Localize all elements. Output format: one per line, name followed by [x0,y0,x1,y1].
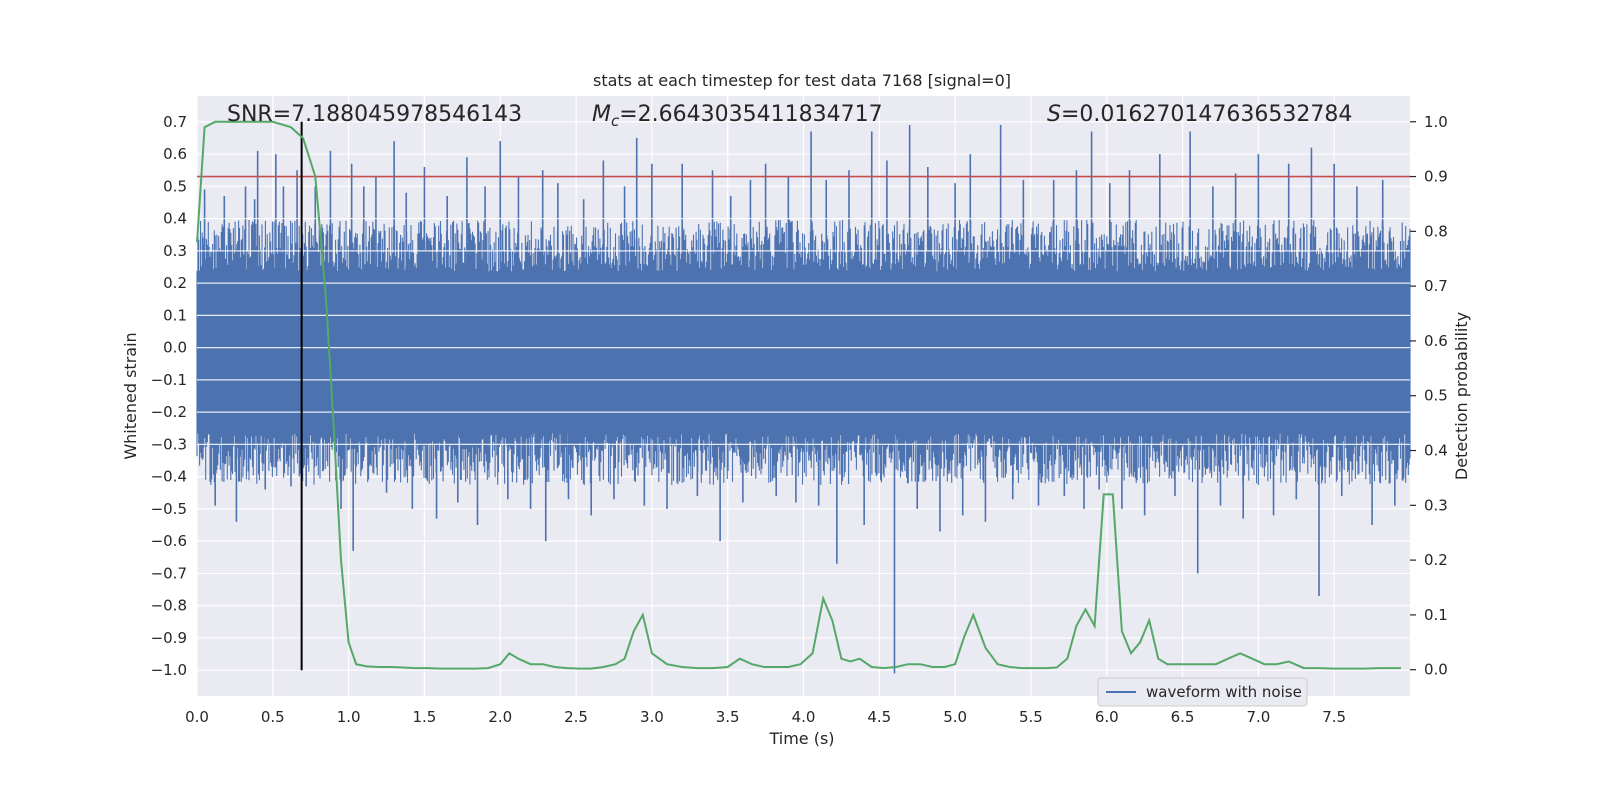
x-tick-label: 4.0 [792,708,816,726]
waveform-series [196,125,1411,674]
x-tick-label: 0.0 [185,708,209,726]
x-tick-label: 7.0 [1246,708,1270,726]
y2-tick-label: 0.5 [1424,387,1448,405]
y-tick-label: −1.0 [151,661,187,679]
y2-tick-label: 0.0 [1424,661,1448,679]
y2-tick-label: 0.9 [1424,168,1448,186]
s-statistic-annotation: S=0.016270147636532784 [1047,102,1352,127]
y2-tick-label: 0.3 [1424,496,1448,514]
y-axis-label: Whitened strain [121,332,140,459]
x-tick-label: 1.5 [413,708,437,726]
y2-tick-label: 0.8 [1424,222,1448,240]
x-tick-label: 6.0 [1095,708,1119,726]
y-tick-label: 0.1 [163,306,187,324]
y2-tick-label: 1.0 [1424,113,1448,131]
y2-tick-label: 0.1 [1424,606,1448,624]
y-tick-label: −0.8 [151,597,187,615]
snr-annotation: SNR=7.188045978546143 [227,102,522,127]
y-tick-label: −0.5 [151,500,187,518]
y-tick-label: 0.2 [163,274,187,292]
chart-title: stats at each timestep for test data 716… [593,71,1011,90]
y-tick-label: −0.3 [151,435,187,453]
x-tick-label: 1.0 [337,708,361,726]
x-tick-label: 6.5 [1171,708,1195,726]
chirp-mass-value: =2.6643035411834717 [619,102,882,127]
y-tick-label: 0.3 [163,242,187,260]
y2-axis-label: Detection probability [1452,312,1471,480]
y-tick-label: −0.7 [151,564,187,582]
y2-tick-label: 0.6 [1424,332,1448,350]
legend-box [1097,677,1308,707]
y-axis-right: 1.0 0.9 0.8 0.7 0.6 0.5 0.4 0.3 0.2 0.1 0.0 [1410,113,1448,679]
y-tick-label: 0.0 [163,339,187,357]
y-tick-label: 0.5 [163,177,187,195]
x-tick-label: 7.5 [1322,708,1346,726]
x-tick-label: 3.5 [716,708,740,726]
y-tick-label: 0.7 [163,113,187,131]
x-tick-label: 2.5 [564,708,588,726]
x-tick-label: 5.0 [943,708,967,726]
s-statistic-value: =0.016270147636532784 [1061,102,1352,127]
x-tick-label: 4.5 [867,708,891,726]
y-axis-left: 0.7 0.6 0.5 0.4 0.3 0.2 0.1 0.0 −0.1 −0.2 −0.3 −0.4… [151,113,187,679]
y-tick-label: −0.6 [151,532,187,550]
y-tick-label: −0.4 [151,468,187,486]
x-tick-label: 2.0 [488,708,512,726]
y2-tick-label: 0.4 [1424,442,1448,460]
chirp-mass-subscript: c [611,112,620,130]
y-tick-label: −0.2 [151,403,187,421]
legend-label: waveform with noise [1146,683,1302,701]
probability-series [196,120,1401,670]
y-tick-label: −0.1 [151,371,187,389]
probability-line [196,120,1401,670]
y-tick-label: 0.6 [163,145,187,163]
x-tick-label: 0.5 [261,708,285,726]
legend: waveform with noise [1097,677,1308,707]
y2-tick-label: 0.2 [1424,551,1448,569]
chirp-mass-annotation: Mc=2.6643035411834717 [592,102,883,130]
y-tick-label: −0.9 [151,629,187,647]
y2-tick-label: 0.7 [1424,277,1448,295]
chirp-mass-symbol: M [592,102,611,127]
x-axis-label: Time (s) [768,729,834,748]
x-tick-label: 5.5 [1019,708,1043,726]
y-tick-label: 0.4 [163,210,187,228]
x-tick-label: 3.0 [640,708,664,726]
x-axis: 0.0 0.5 1.0 1.5 2.0 2.5 3.0 3.5 4.0 4.5 5.0 5.5 6.0 6… [185,708,1346,726]
s-statistic-symbol: S [1047,102,1061,127]
